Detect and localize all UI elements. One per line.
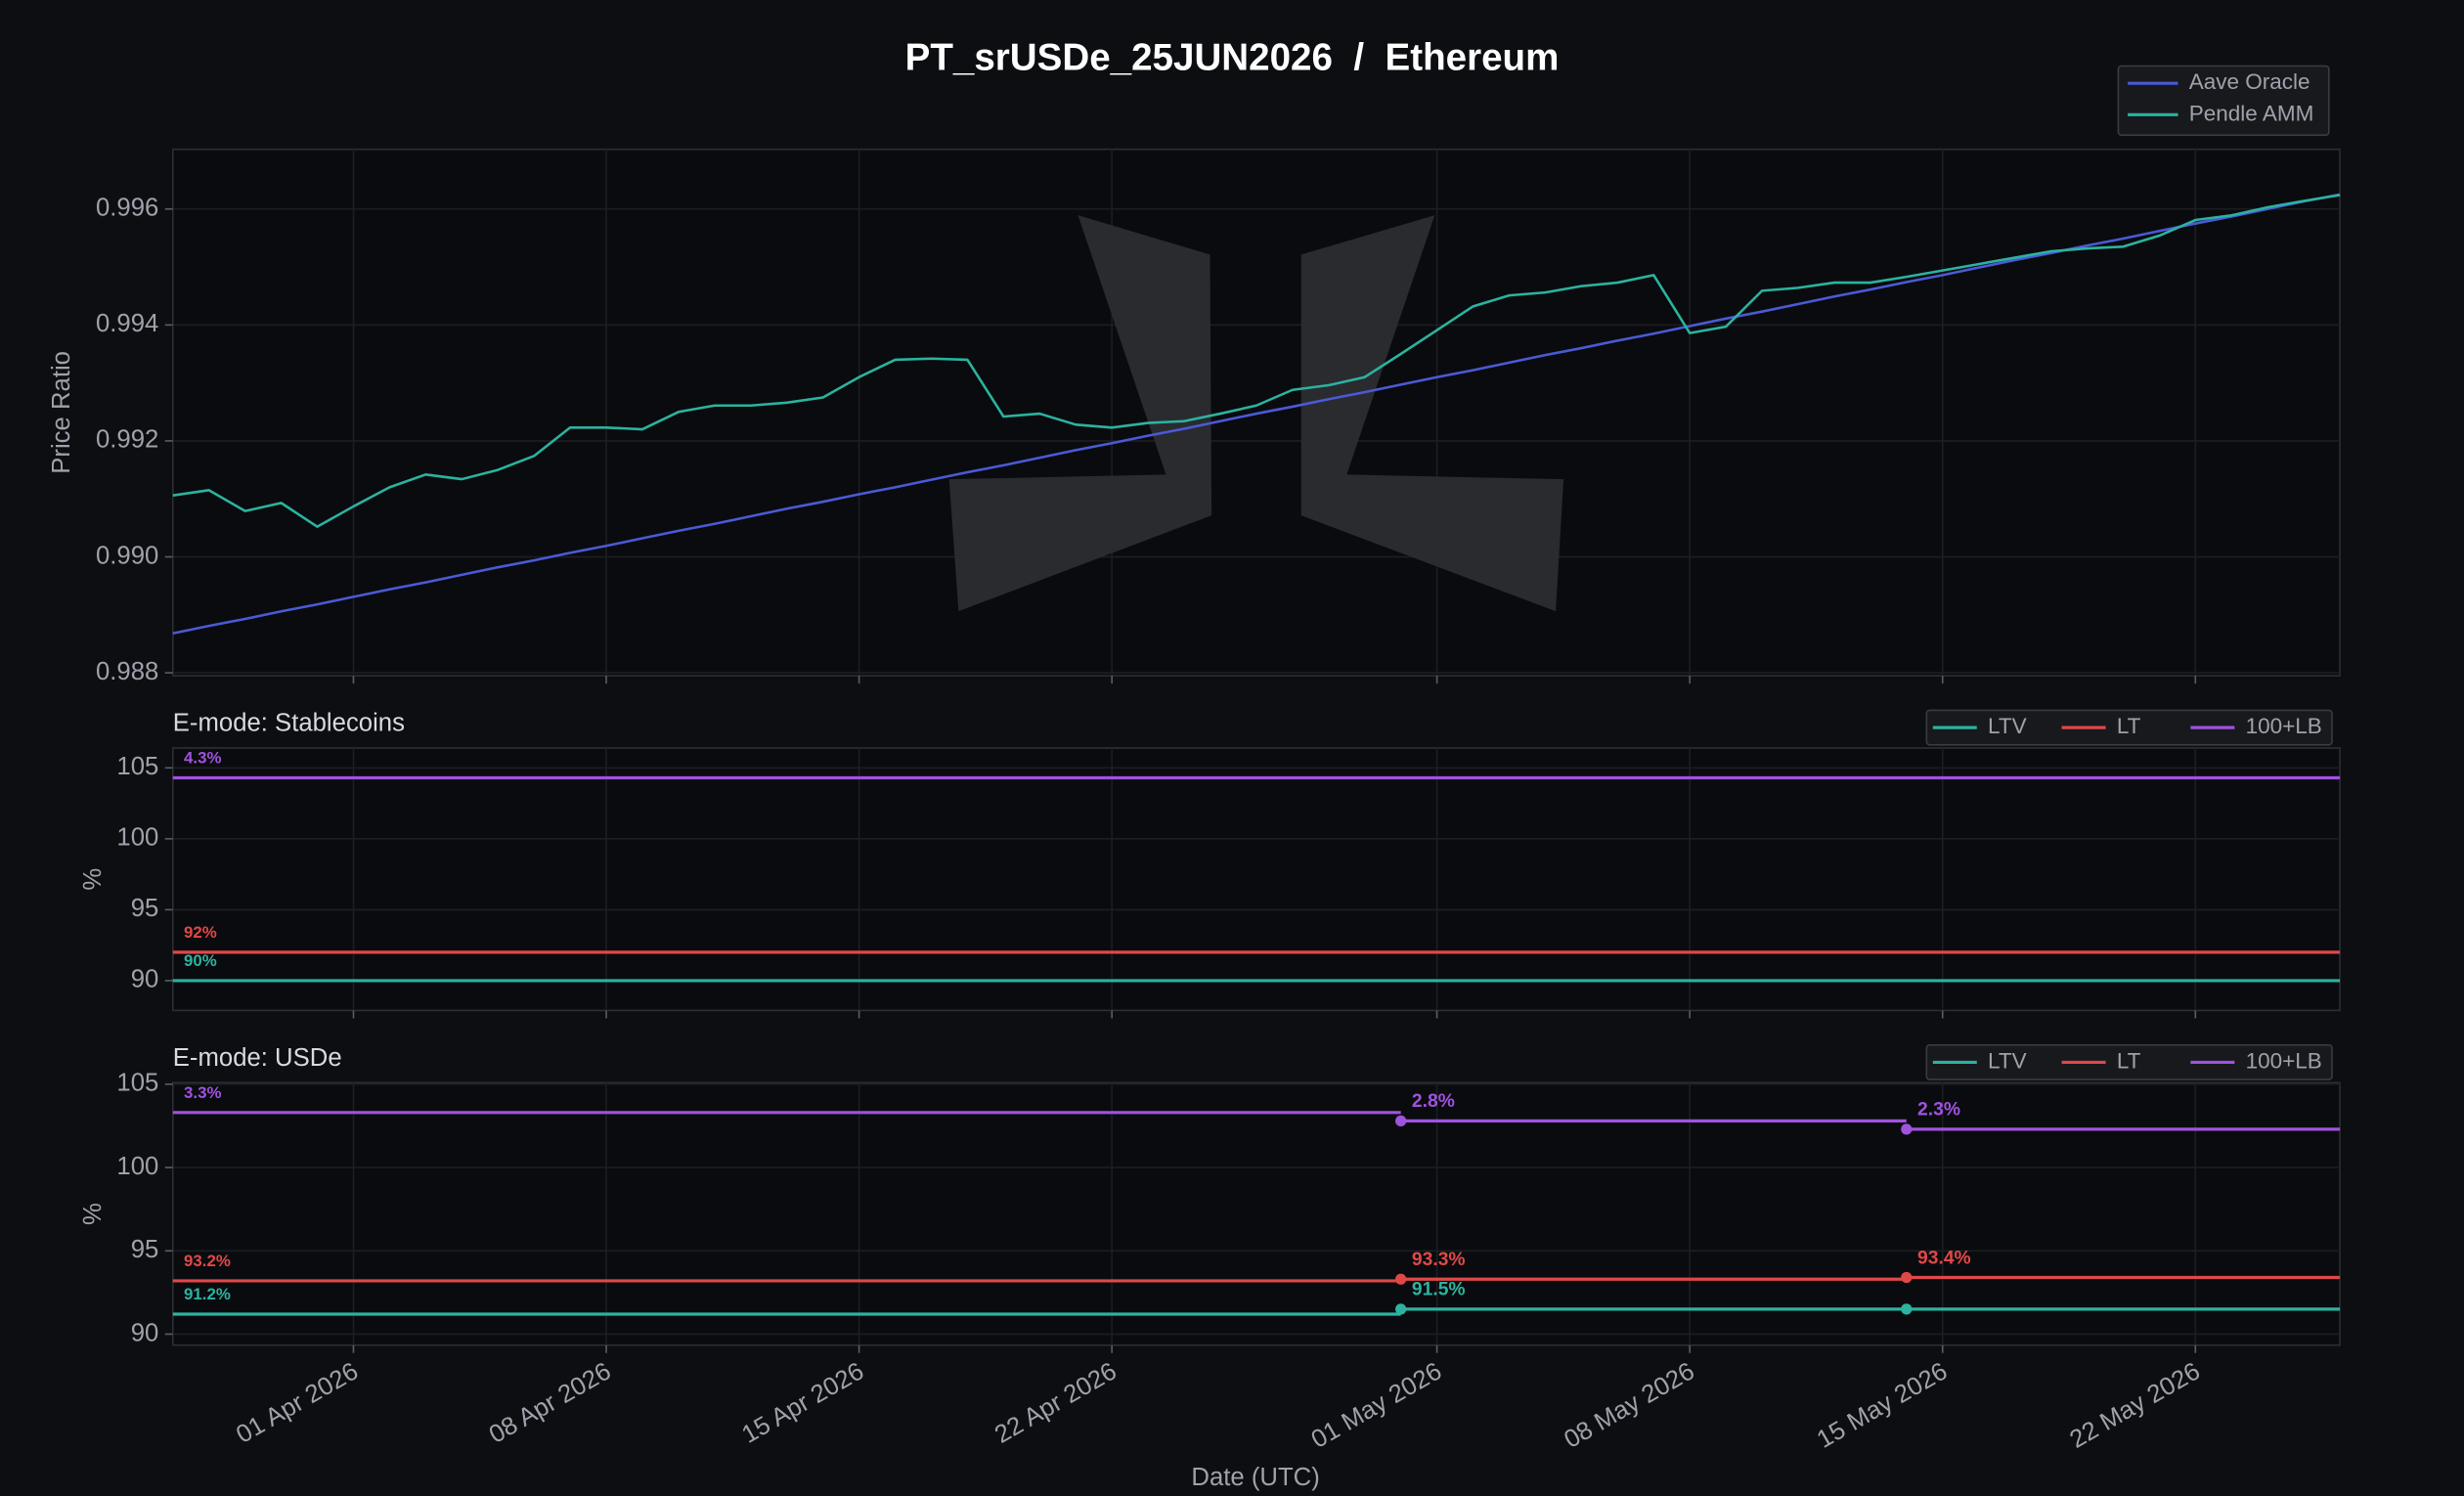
y-tick-label: 0.990 bbox=[96, 542, 158, 569]
value-label: 2.8% bbox=[1412, 1091, 1455, 1112]
change-point bbox=[1901, 1303, 1913, 1315]
value-label: 3.3% bbox=[184, 1083, 221, 1102]
value-label: 2.3% bbox=[1917, 1100, 1960, 1121]
y-tick-label: 0.988 bbox=[96, 658, 158, 685]
y-tick-label: 0.996 bbox=[96, 195, 158, 222]
value-label: 91.5% bbox=[1412, 1280, 1466, 1300]
value-label: 91.2% bbox=[184, 1285, 231, 1303]
legend-label: 100+LB bbox=[2246, 1048, 2322, 1073]
plot-area bbox=[171, 1081, 2341, 1346]
legend-label: LTV bbox=[1988, 714, 2027, 738]
y-tick-label: 105 bbox=[116, 1070, 158, 1097]
change-point bbox=[1395, 1303, 1407, 1315]
legend-label: Aave Oracle bbox=[2189, 69, 2310, 94]
change-point bbox=[1395, 1115, 1407, 1126]
y-axis-label: % bbox=[79, 1203, 107, 1225]
y-tick-label: 0.992 bbox=[96, 426, 158, 454]
y-tick-label: 105 bbox=[116, 753, 158, 780]
legend-label: LT bbox=[2117, 1048, 2141, 1073]
change-point bbox=[1395, 1273, 1407, 1285]
legend-label: LT bbox=[2117, 714, 2141, 738]
watermark bbox=[948, 215, 1564, 612]
plot-area bbox=[171, 747, 2341, 1012]
y-tick-label: 95 bbox=[131, 895, 159, 922]
y-tick-label: 0.994 bbox=[96, 310, 158, 337]
value-label: 4.3% bbox=[184, 749, 221, 768]
y-tick-label: 100 bbox=[116, 1153, 158, 1180]
watermark-right bbox=[1300, 215, 1564, 612]
y-axis-label: % bbox=[79, 868, 107, 891]
value-label: 93.4% bbox=[1917, 1248, 1971, 1268]
change-point bbox=[1901, 1123, 1913, 1135]
panel-title: E-mode: USDe bbox=[173, 1044, 342, 1072]
chart-title: PT_srUSDe_25JUN2026 / Ethereum bbox=[905, 36, 1560, 78]
legend-box bbox=[1925, 1043, 2333, 1080]
panel-title: E-mode: Stablecoins bbox=[173, 710, 405, 737]
y-axis-label: Price Ratio bbox=[48, 351, 75, 474]
series-line bbox=[172, 193, 2341, 636]
change-point bbox=[1901, 1271, 1913, 1284]
value-label: 93.2% bbox=[184, 1252, 231, 1270]
x-axis-label: Date (UTC) bbox=[1191, 1464, 1319, 1491]
plot-backgrounds bbox=[171, 148, 2341, 1346]
y-tick-label: 90 bbox=[131, 966, 159, 993]
value-label: 92% bbox=[184, 923, 217, 942]
value-label: 90% bbox=[184, 951, 217, 970]
watermark-left bbox=[948, 215, 1212, 612]
y-tick-label: 100 bbox=[116, 824, 158, 852]
value-label: 93.3% bbox=[1412, 1250, 1466, 1270]
legend-label: LTV bbox=[1988, 1048, 2027, 1073]
y-tick-label: 95 bbox=[131, 1236, 159, 1263]
legend-label: 100+LB bbox=[2246, 714, 2322, 738]
series-line bbox=[172, 194, 2341, 528]
legend-box bbox=[1925, 709, 2333, 746]
legend-label: Pendle AMM bbox=[2189, 101, 2314, 125]
y-tick-label: 90 bbox=[131, 1319, 159, 1346]
